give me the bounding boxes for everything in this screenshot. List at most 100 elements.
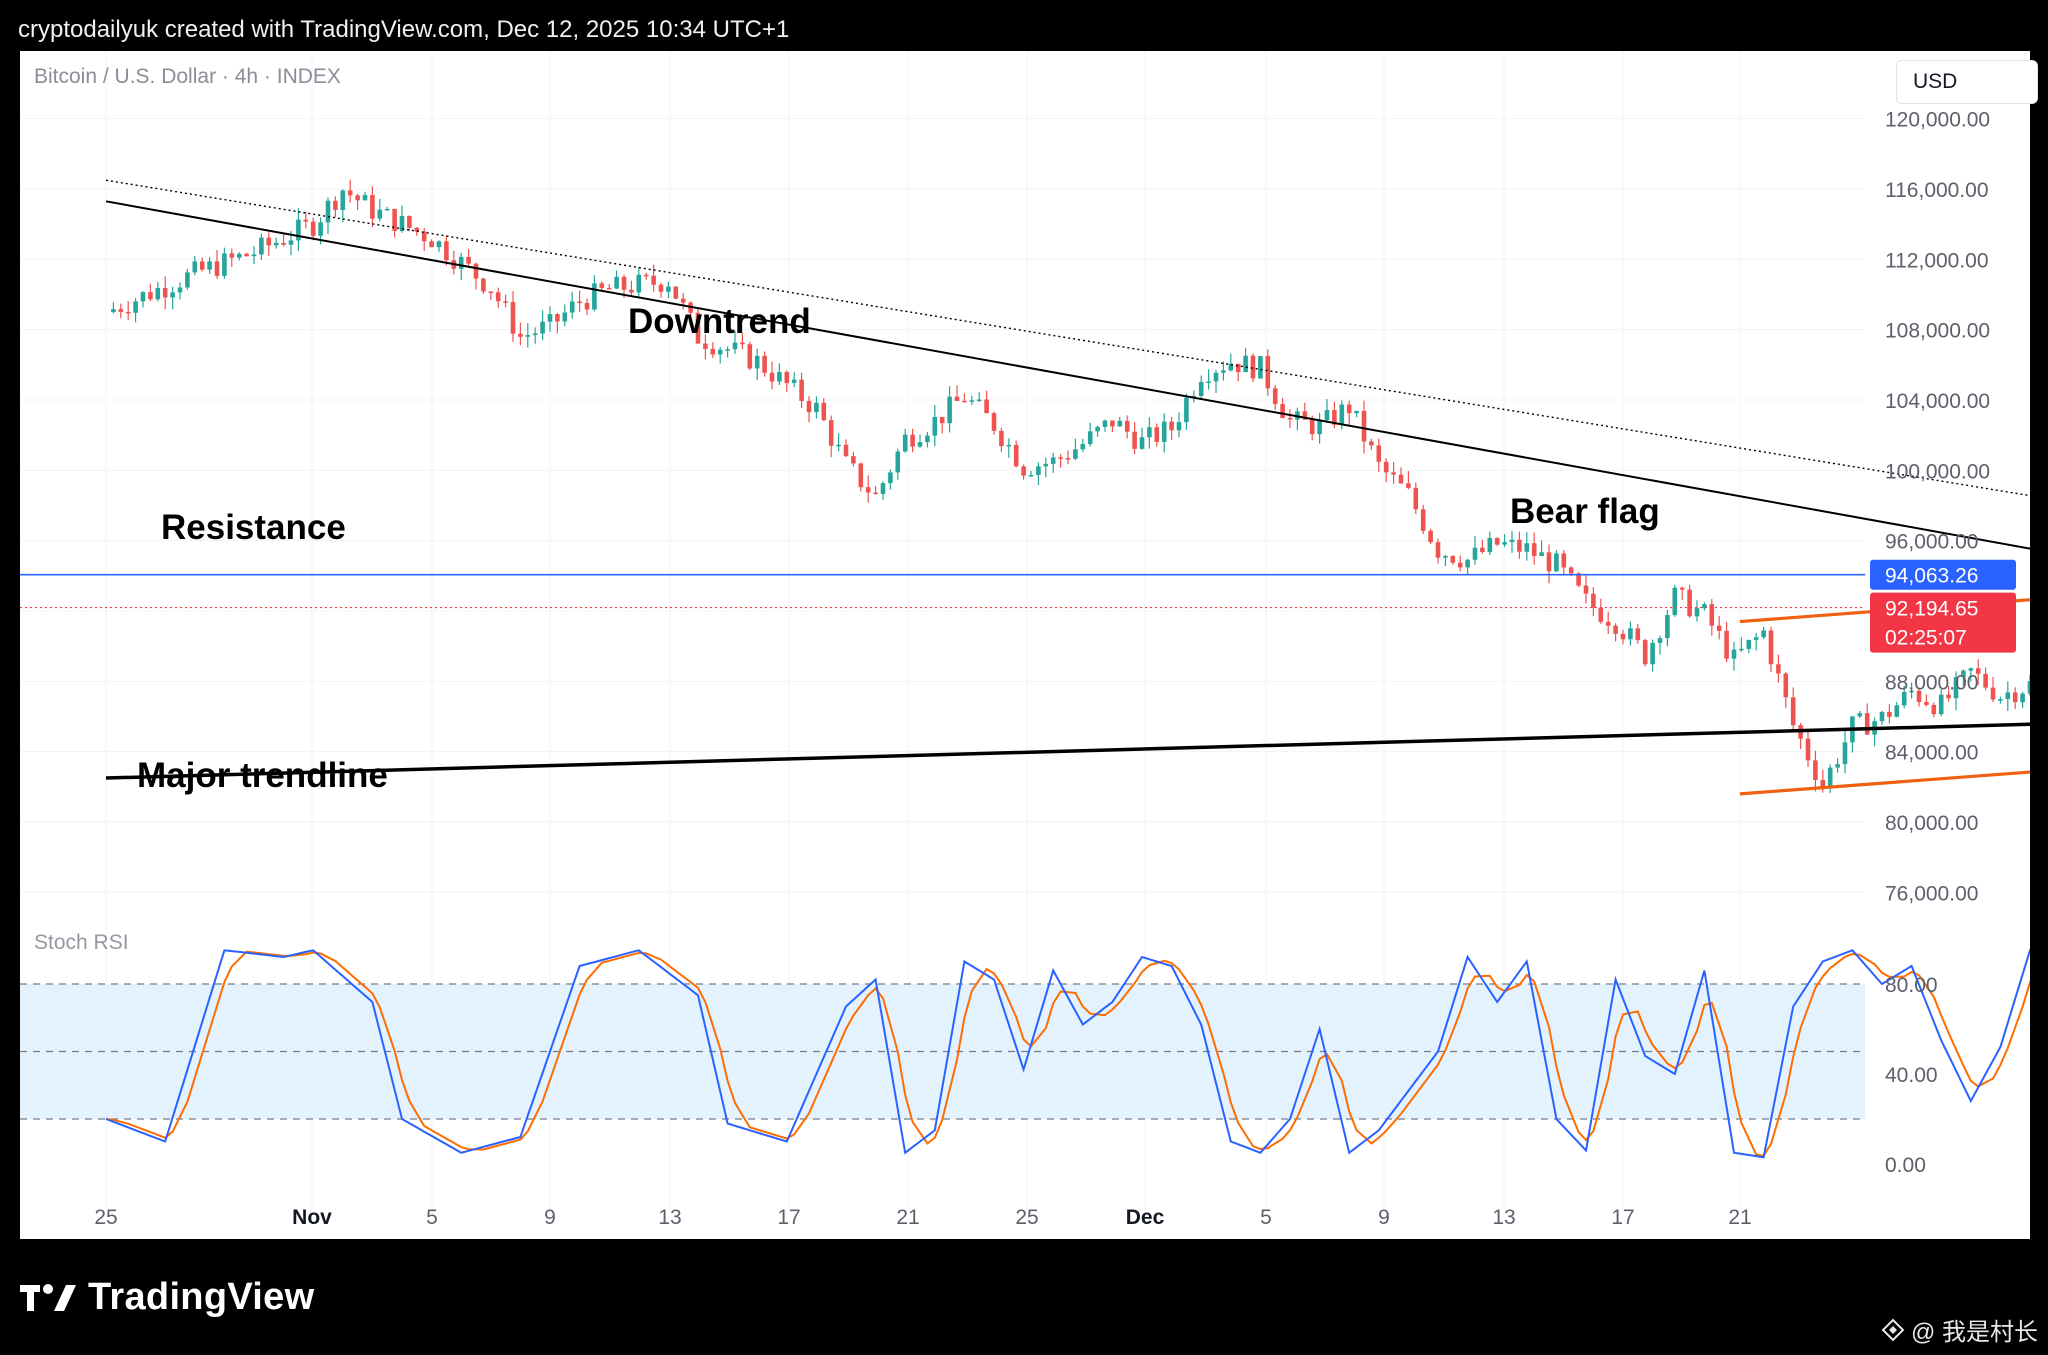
candle-body	[436, 241, 442, 248]
candle-body	[2020, 693, 2025, 703]
candle-body	[703, 343, 708, 349]
candle-body	[407, 216, 412, 228]
candle-body	[1613, 625, 1618, 634]
candle-body	[1494, 538, 1500, 545]
candle-body	[1887, 711, 1892, 717]
candle-body	[1258, 356, 1263, 379]
candle-body	[466, 256, 471, 264]
candle-body	[1657, 638, 1663, 643]
candle-body	[347, 190, 353, 196]
candle-body	[1753, 637, 1759, 640]
candle-body	[1087, 431, 1093, 445]
candle-body	[1709, 604, 1715, 626]
time-axis-label: 9	[544, 1206, 556, 1229]
candle-body	[932, 416, 938, 436]
candle-body	[836, 444, 841, 447]
candle-body	[584, 302, 590, 310]
candle-body	[473, 263, 479, 279]
candle-body	[1132, 431, 1137, 449]
candle-body	[1406, 483, 1411, 488]
candle-body	[1998, 699, 2003, 701]
candle-body	[310, 221, 316, 236]
candle-body	[1961, 670, 1966, 678]
chart-frame[interactable]: Downtrend Resistance Bear flag Major trendl…	[20, 51, 2038, 1239]
annotation-resistance: Resistance	[161, 508, 346, 547]
candle-body	[1154, 427, 1160, 442]
watermark: @ 我是村长	[1881, 1312, 2038, 1347]
candle-body	[399, 216, 405, 231]
candle-body	[1650, 642, 1655, 665]
indicator-title: Stoch RSI	[34, 931, 129, 954]
candle-body	[1731, 649, 1737, 659]
candle-body	[1317, 420, 1322, 435]
candle-body	[236, 253, 242, 258]
candle-body	[1280, 404, 1285, 418]
indicator-axis-label: 80.00	[1885, 974, 1938, 997]
candle-body	[1687, 589, 1692, 617]
candle-body	[429, 241, 434, 248]
candle-body	[569, 301, 575, 313]
candle-body	[1857, 713, 1863, 717]
candle-body	[1420, 509, 1426, 531]
candle-body	[414, 227, 420, 232]
candle-body	[1465, 559, 1470, 568]
candle-body	[244, 253, 249, 257]
candle-body	[1620, 633, 1626, 640]
candle-body	[673, 286, 679, 299]
candle-body	[140, 292, 146, 302]
candle-body	[858, 463, 864, 488]
candle-body	[1006, 444, 1012, 447]
candle-body	[577, 301, 582, 304]
candle-body	[1161, 421, 1167, 442]
candle-body	[1443, 556, 1448, 558]
candle-body	[843, 444, 849, 457]
price-axis-label: 96,000.00	[1885, 531, 1978, 554]
candle-body	[1946, 694, 1951, 699]
indicator-axis-label: 40.00	[1885, 1064, 1938, 1087]
candles	[111, 179, 2030, 793]
chart[interactable]: Downtrend Resistance Bear flag Major trendl…	[20, 51, 2030, 1239]
candle-body	[606, 287, 612, 290]
candle-body	[1539, 552, 1544, 556]
candle-body	[1820, 779, 1826, 788]
candle-body	[392, 208, 397, 231]
tradingview-wordmark: TradingView	[88, 1276, 315, 1318]
candle-body	[984, 399, 989, 414]
candle-body	[488, 291, 494, 294]
candle-body	[1243, 355, 1248, 373]
candle-body	[1665, 614, 1670, 639]
candle-body	[651, 275, 656, 285]
candle-body	[355, 195, 360, 201]
candle-body	[1139, 437, 1145, 449]
candle-body	[207, 261, 212, 270]
candle-body	[1435, 542, 1441, 558]
watermark-text: @ 我是村长	[1910, 1319, 2038, 1346]
candle-body	[777, 371, 782, 382]
candle-body	[384, 208, 390, 211]
candle-body	[1073, 449, 1078, 459]
candle-body	[1228, 363, 1234, 371]
candle-body	[118, 309, 124, 312]
candle-body	[799, 379, 804, 401]
time-axis-label: 5	[426, 1206, 438, 1229]
candle-body	[821, 402, 827, 421]
downtrend-line	[105, 200, 2030, 550]
candle-body	[370, 195, 375, 219]
annotation-bear-flag: Bear flag	[1510, 492, 1660, 531]
candle-body	[599, 283, 605, 288]
candle-body	[199, 261, 205, 270]
candle-body	[1369, 441, 1374, 446]
candle-body	[902, 434, 908, 452]
candle-body	[1805, 738, 1811, 761]
candle-body	[1768, 630, 1774, 665]
candle-body	[1413, 487, 1419, 510]
candle-body	[333, 200, 338, 210]
chart-header: cryptodailyuk created with TradingView.c…	[18, 16, 790, 43]
candle-body	[1568, 567, 1574, 574]
currency-selector[interactable]: USD	[1896, 60, 2038, 104]
candle-body	[1450, 556, 1456, 563]
candle-body	[458, 256, 464, 269]
candle-body	[1953, 677, 1959, 699]
candle-body	[1931, 704, 1937, 715]
candle-body	[1835, 764, 1840, 768]
